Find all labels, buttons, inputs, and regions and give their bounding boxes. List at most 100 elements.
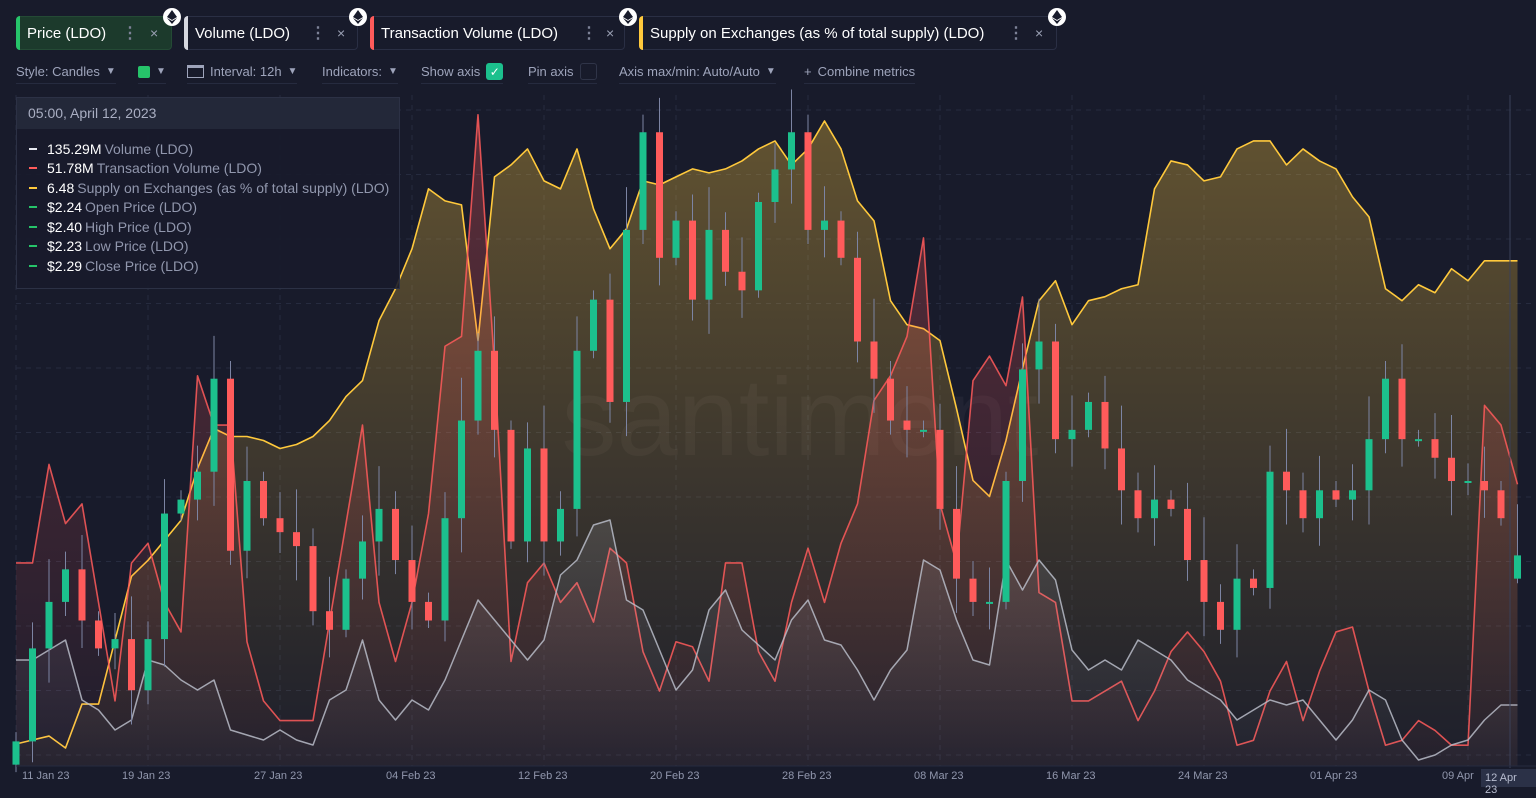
indicators-label: Indicators:	[322, 64, 382, 79]
candle-body	[1464, 481, 1472, 483]
legend-dash	[29, 147, 37, 150]
candle	[573, 316, 581, 537]
x-tick-label: 11 Jan 23	[22, 770, 70, 782]
candle	[1233, 544, 1241, 658]
candle-body	[870, 341, 878, 379]
candle	[1464, 463, 1472, 496]
combine-metrics-label: Combine metrics	[817, 64, 916, 79]
tab-supply-on-exchanges[interactable]: Supply on Exchanges (as % of total suppl…	[639, 8, 1066, 50]
candle	[870, 298, 878, 413]
tab-transaction-volume[interactable]: Transaction Volume (LDO) ⋮ ×	[370, 8, 637, 50]
show-axis-toggle[interactable]: Show axis ✓	[421, 62, 504, 84]
candle-body	[524, 448, 531, 542]
tab-price[interactable]: Price (LDO) ⋮ ×	[16, 8, 181, 50]
candle	[1266, 445, 1274, 609]
close-icon[interactable]: ×	[1035, 25, 1044, 41]
chevron-down-icon: ▼	[105, 66, 116, 77]
close-icon[interactable]: ×	[150, 25, 159, 41]
candle-body	[95, 620, 102, 649]
color-picker[interactable]: ▼	[138, 62, 166, 84]
candle-body	[1118, 448, 1125, 491]
candle-body	[1250, 578, 1257, 588]
candle	[342, 569, 350, 638]
candle-body	[1217, 601, 1224, 630]
candle-body	[309, 546, 317, 612]
crosshair-date-badge: 12 Apr 23	[1481, 769, 1536, 796]
menu-icon[interactable]: ⋮	[310, 25, 326, 42]
candle	[78, 534, 86, 649]
candle	[1217, 584, 1224, 644]
candle-body	[854, 257, 861, 342]
candle-body	[326, 611, 333, 630]
candle	[540, 405, 548, 576]
tooltip-label: Open Price (LDO)	[85, 199, 198, 216]
candle-body	[1382, 378, 1389, 440]
candle-body	[1068, 429, 1076, 440]
x-tick-label: 16 Mar 23	[1046, 770, 1096, 782]
candle	[738, 237, 746, 318]
candle	[243, 446, 251, 579]
checkbox-unchecked[interactable]	[579, 63, 597, 80]
close-icon[interactable]: ×	[337, 25, 346, 41]
tooltip-row: 51.78M Transaction Volume (LDO)	[17, 159, 399, 179]
tab-label: Volume (LDO)	[195, 24, 291, 42]
candle	[474, 333, 482, 435]
candle-body	[78, 569, 86, 621]
candle	[1283, 428, 1290, 525]
close-icon[interactable]: ×	[606, 25, 615, 41]
candle-body	[804, 132, 812, 230]
tab-color-bar	[370, 16, 374, 50]
checkbox-checked-icon[interactable]: ✓	[486, 63, 504, 80]
tab-color-bar	[639, 16, 643, 50]
candle-body	[293, 532, 300, 547]
menu-icon[interactable]: ⋮	[581, 25, 597, 42]
candle	[623, 187, 630, 437]
axis-maxmin-dropdown[interactable]: Axis max/min: Auto/Auto ▼	[619, 62, 776, 84]
candle	[837, 211, 845, 266]
candle-body	[1448, 457, 1455, 481]
candle-body	[491, 350, 498, 430]
combine-metrics-button[interactable]: + Combine metrics	[804, 62, 916, 84]
tooltip-value: $2.24	[47, 199, 83, 216]
x-tick-label: 08 Mar 23	[914, 770, 964, 782]
candle-body	[1002, 481, 1010, 602]
candle-body	[1052, 341, 1059, 440]
candle-body	[194, 471, 201, 500]
candle-body	[243, 481, 251, 551]
indicators-dropdown[interactable]: Indicators: ▼	[322, 62, 398, 84]
color-swatch	[138, 65, 150, 78]
menu-icon[interactable]: ⋮	[122, 25, 138, 42]
interval-dropdown[interactable]: Interval: 12h ▼	[187, 62, 298, 84]
candle	[722, 212, 729, 286]
tooltip-label: High Price (LDO)	[85, 218, 192, 235]
candle	[161, 479, 168, 667]
series-line-2	[16, 519, 1518, 761]
candle	[309, 528, 317, 626]
candle-body	[425, 601, 432, 621]
x-tick-label: 19 Jan 23	[122, 770, 171, 782]
tab-label: Transaction Volume (LDO)	[381, 24, 559, 42]
x-tick-label: 24 Mar 23	[1178, 770, 1228, 782]
candle-body	[953, 508, 960, 579]
candle-body	[1283, 471, 1290, 491]
candle-body	[656, 132, 663, 258]
x-tick-label: 20 Feb 23	[650, 770, 700, 782]
candle	[689, 194, 696, 321]
candle	[1035, 298, 1043, 404]
tooltip-row: $2.40 High Price (LDO)	[17, 217, 399, 237]
candle-body	[1167, 499, 1175, 509]
candle-body	[903, 420, 911, 430]
candle-body	[887, 378, 894, 421]
pin-axis-toggle[interactable]: Pin axis	[528, 62, 597, 84]
candle	[177, 490, 185, 521]
menu-icon[interactable]: ⋮	[1008, 25, 1024, 42]
candle-body	[12, 741, 20, 765]
candle-body	[177, 499, 185, 514]
candle	[936, 403, 944, 530]
tab-volume[interactable]: Volume (LDO) ⋮ ×	[184, 8, 367, 50]
candle-body	[969, 578, 977, 602]
style-dropdown[interactable]: Style: Candles ▼	[16, 62, 116, 84]
candle	[1101, 375, 1109, 470]
candle	[557, 491, 564, 556]
